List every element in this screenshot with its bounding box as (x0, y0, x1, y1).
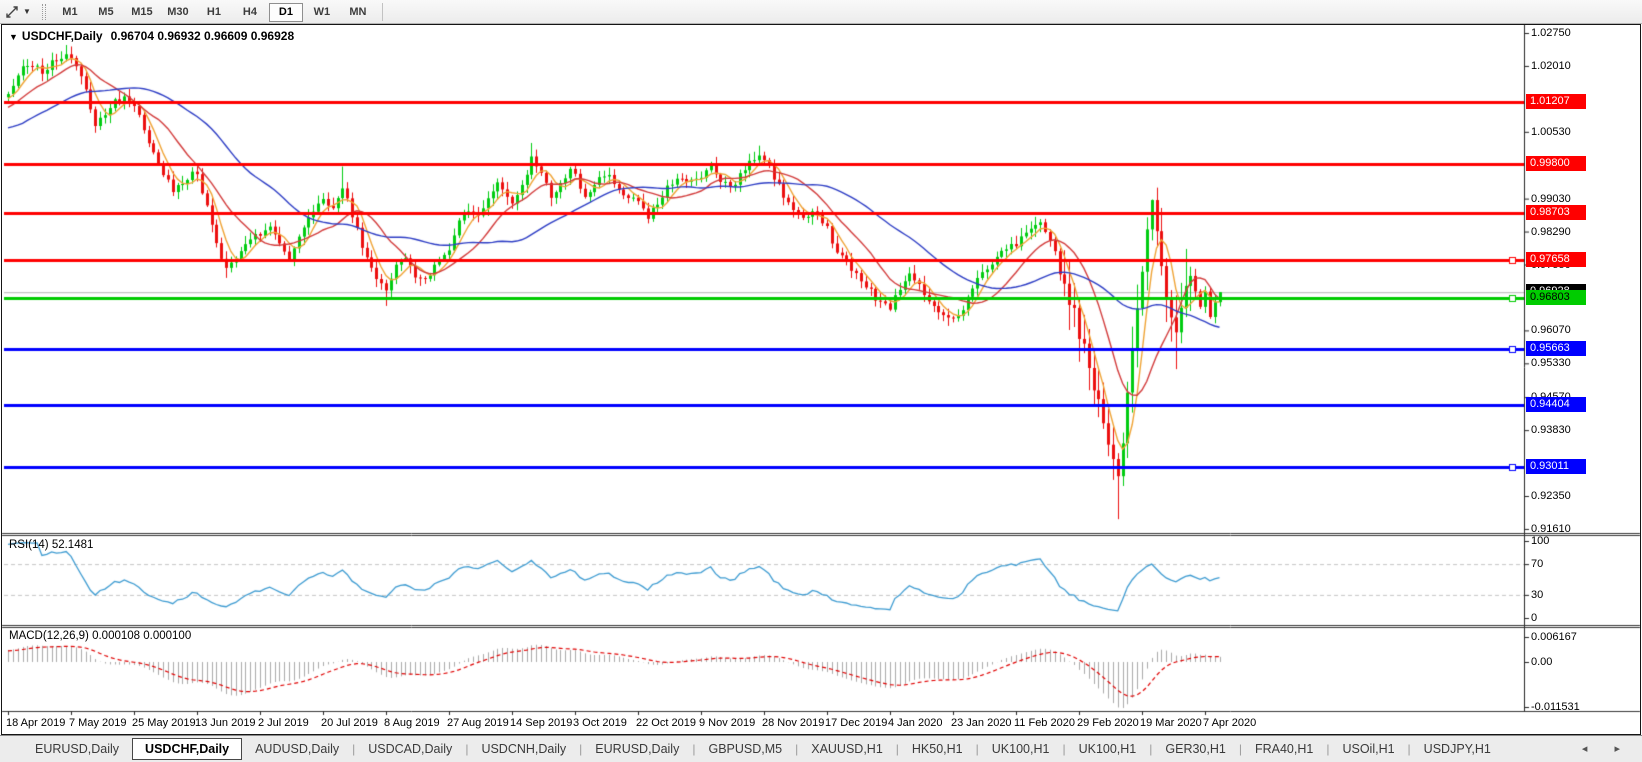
hline-price-badge[interactable]: 0.98703 (1526, 205, 1586, 221)
timeframe-m30[interactable]: M30 (167, 5, 189, 18)
tab-separator: | (1326, 742, 1330, 756)
macd-label: MACD(12,26,9) 0.000108 0.000100 (9, 630, 192, 642)
hline-price-badge[interactable]: 1.01207 (1526, 93, 1586, 109)
price-tick-label: 0.92350 (1531, 490, 1571, 502)
price-tick-label: 1.02010 (1531, 59, 1571, 72)
tab-separator: | (352, 742, 356, 756)
date-tick-label: 9 Nov 2019 (699, 717, 756, 729)
date-tick-label: 8 Aug 2019 (384, 717, 440, 729)
collapse-arrow-icon: ▼ (9, 32, 18, 42)
macd-axis-label: 0.006167 (1531, 631, 1577, 643)
rsi-axis-label: 30 (1531, 588, 1544, 601)
hline-price-badge[interactable]: 0.97658 (1526, 251, 1586, 267)
tab-gbpusd-m5[interactable]: GBPUSD,M5 (708, 742, 783, 756)
hline-price-badge[interactable]: 0.95663 (1526, 340, 1586, 356)
tab-uk100-h1[interactable]: UK100,H1 (1078, 742, 1137, 756)
tab-separator: | (579, 742, 583, 756)
tab-fra40-h1[interactable]: FRA40,H1 (1254, 742, 1314, 756)
date-tick-label: 18 Apr 2019 (6, 717, 66, 729)
tab-uk100-h1[interactable]: UK100,H1 (991, 742, 1050, 756)
toolbar-grip[interactable] (41, 3, 46, 20)
hline-price-badge[interactable]: 0.93011 (1526, 458, 1586, 474)
date-tick-label: 17 Dec 2019 (825, 717, 888, 729)
tab-ger30-h1[interactable]: GER30,H1 (1165, 742, 1226, 756)
date-tick-label: 11 Feb 2020 (1014, 717, 1075, 729)
price-tick-label: 1.02750 (1531, 27, 1571, 39)
timeframe-d1[interactable]: D1 (268, 2, 303, 22)
chevron-down-icon: ▼ (23, 7, 31, 16)
macd-axis-label: 0.00 (1531, 656, 1553, 668)
date-tick-label: 2 Jul 2019 (258, 717, 309, 729)
tab-separator: | (975, 742, 979, 756)
timeframe-m5[interactable]: M5 (98, 5, 114, 18)
price-tick-label: 0.95330 (1531, 357, 1571, 370)
timeframe-buttons: M1 M5 M15 M30 H1 H4 D1 W1 MN (52, 2, 376, 22)
date-tick-label: 7 Apr 2020 (1203, 717, 1257, 729)
tab-usdcad-daily[interactable]: USDCAD,Daily (368, 742, 453, 756)
price-tick-label: 0.98290 (1531, 225, 1571, 238)
date-tick-label: 23 Jan 2020 (951, 717, 1012, 729)
timeframe-m15[interactable]: M15 (131, 5, 153, 18)
tab-separator: | (465, 742, 469, 756)
symbol-title: USDCHF,Daily (21, 29, 103, 43)
crosshair-tool-icon (6, 5, 18, 18)
date-tick-label: 3 Oct 2019 (573, 717, 627, 729)
tab-eurusd-daily[interactable]: EURUSD,Daily (35, 742, 120, 756)
timeframe-m1[interactable]: M1 (62, 5, 78, 18)
macd-axis-label: -0.011531 (1531, 701, 1580, 713)
chart-tabs: EURUSD,Daily USDCHF,Daily AUDUSD,Daily | USD… (22, 738, 1504, 760)
timeframe-mn[interactable]: MN (349, 5, 367, 18)
tab-hk50-h1[interactable]: HK50,H1 (911, 742, 963, 756)
date-tick-label: 27 Aug 2019 (447, 717, 509, 729)
ohlc-values: 0.96704 0.96932 0.96609 0.96928 (110, 29, 295, 43)
tab-usdjpy-h1[interactable]: USDJPY,H1 (1423, 742, 1491, 756)
rsi-label: RSI(14) 52.1481 (9, 539, 94, 551)
date-tick-label: 7 May 2019 (69, 717, 127, 729)
tab-separator: | (1407, 742, 1411, 756)
price-tick-label: 1.00530 (1531, 125, 1571, 138)
tab-usdcnh-daily[interactable]: USDCNH,Daily (481, 742, 567, 756)
date-tick-label: 25 May 2019 (132, 717, 196, 729)
date-tick-label: 20 Jul 2019 (321, 717, 378, 729)
toolbar-separator (381, 2, 383, 21)
timeframe-h1[interactable]: H1 (206, 5, 221, 18)
price-tick-label: 0.99030 (1531, 192, 1571, 205)
tab-usoil-h1[interactable]: USOil,H1 (1342, 742, 1395, 756)
date-tick-label: 14 Sep 2019 (510, 717, 573, 729)
chart-tabbar: EURUSD,Daily USDCHF,Daily AUDUSD,Daily | USD… (0, 735, 1642, 762)
tab-separator: | (1062, 742, 1066, 756)
price-tick-label: 0.93830 (1531, 424, 1571, 437)
price-tick-label: 0.91610 (1531, 522, 1571, 535)
crosshair-tool-button[interactable]: ▼ (0, 0, 36, 23)
tab-xauusd-h1[interactable]: XAUUSD,H1 (811, 742, 883, 756)
tab-separator: | (692, 742, 696, 756)
tab-usdchf-daily[interactable]: USDCHF,Daily (132, 738, 243, 760)
date-tick-label: 19 Mar 2020 (1140, 717, 1202, 729)
tab-separator: | (1149, 742, 1153, 756)
tab-separator: | (1238, 742, 1242, 756)
hline-price-badge[interactable]: 0.96803 (1526, 289, 1586, 305)
hline-price-badge[interactable]: 0.99800 (1526, 156, 1586, 172)
tab-audusd-daily[interactable]: AUDUSD,Daily (255, 742, 340, 756)
rsi-axis-label: 100 (1531, 535, 1550, 547)
date-tick-label: 28 Nov 2019 (762, 717, 825, 729)
timeframe-toolbar: ▼ M1 M5 M15 M30 H1 H4 D1 W1 MN (0, 0, 1642, 24)
tab-separator: | (795, 742, 799, 756)
timeframe-w1[interactable]: W1 (313, 5, 331, 18)
tab-separator: | (895, 742, 899, 756)
hline-price-badge[interactable]: 0.94404 (1526, 396, 1586, 412)
price-tick-label: 0.96070 (1531, 324, 1571, 337)
rsi-axis-label: 70 (1531, 558, 1544, 571)
date-tick-label: 29 Feb 2020 (1077, 717, 1139, 729)
chart-title: ▼ USDCHF,Daily 0.96704 0.96932 0.96609 0.9… (9, 29, 294, 43)
tab-scroll-arrows[interactable]: ◂ ▸ (1581, 743, 1632, 755)
rsi-axis-label: 0 (1531, 612, 1538, 624)
timeframe-h4[interactable]: H4 (242, 5, 257, 18)
date-tick-label: 13 Jun 2019 (195, 717, 256, 729)
tab-eurusd-daily[interactable]: EURUSD,Daily (595, 742, 680, 756)
date-tick-label: 22 Oct 2019 (636, 717, 696, 729)
date-tick-label: 4 Jan 2020 (888, 717, 943, 729)
